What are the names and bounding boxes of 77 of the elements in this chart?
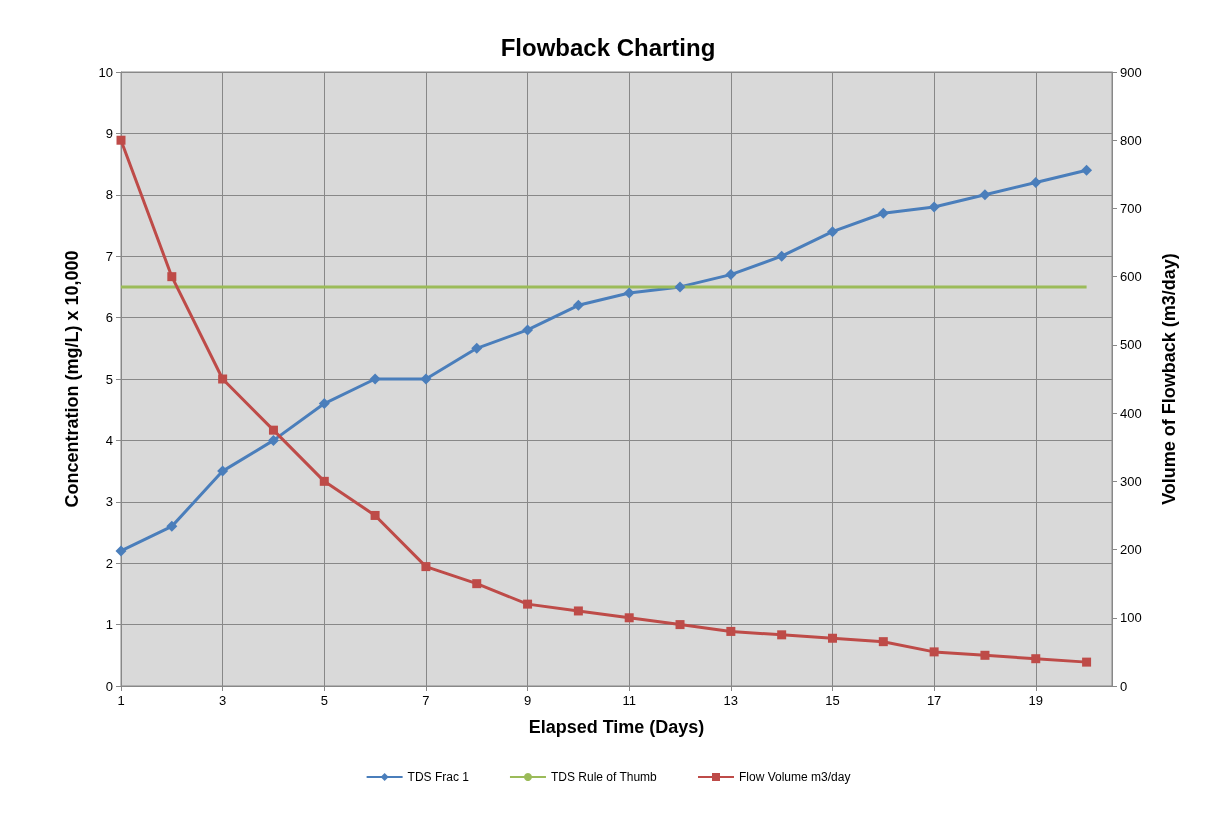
y-tick-label: 10 xyxy=(98,64,113,80)
point xyxy=(980,650,990,660)
point xyxy=(268,425,278,435)
x-axis-title: Elapsed Time (Days) xyxy=(528,717,705,737)
y-tick-label: 4 xyxy=(105,432,113,448)
y2-axis-title: Volume of Flowback (m3/day) xyxy=(1159,253,1179,505)
y-tick-label: 3 xyxy=(105,494,113,510)
point xyxy=(623,287,635,299)
y-tick-label: 5 xyxy=(105,371,113,387)
x-tick-label: 3 xyxy=(219,693,227,708)
x-tick-label: 7 xyxy=(422,693,430,708)
point xyxy=(523,599,533,609)
point xyxy=(573,606,583,616)
x-tick-label: 1 xyxy=(117,693,125,708)
y-tick-label: 1 xyxy=(105,617,113,633)
y2-tick-label: 900 xyxy=(1120,64,1142,80)
x-tick-label: 11 xyxy=(622,693,636,708)
point xyxy=(318,398,330,410)
point xyxy=(572,299,584,311)
point xyxy=(726,626,736,636)
point xyxy=(167,272,177,282)
y-tick-label: 7 xyxy=(105,248,113,264)
y2-tick-label: 0 xyxy=(1120,678,1128,694)
point xyxy=(1082,657,1092,667)
point xyxy=(472,579,482,589)
point xyxy=(878,637,888,647)
point xyxy=(877,207,889,219)
y2-tick-label: 800 xyxy=(1120,132,1142,148)
point xyxy=(115,545,127,557)
legend-label: TDS Rule of Thumb xyxy=(550,770,658,784)
point xyxy=(624,613,634,623)
x-tick-label: 5 xyxy=(320,693,328,708)
point xyxy=(420,373,432,385)
point xyxy=(929,647,939,657)
point xyxy=(725,269,737,281)
point xyxy=(1030,177,1042,189)
point xyxy=(776,250,788,262)
y2-tick-label: 500 xyxy=(1120,337,1142,353)
y2-tick-label: 300 xyxy=(1120,473,1142,489)
x-tick-label: 17 xyxy=(926,693,942,708)
point xyxy=(674,281,686,293)
point xyxy=(217,465,229,477)
point xyxy=(928,201,940,213)
point xyxy=(166,520,178,532)
point xyxy=(370,510,380,520)
chart-title: Flowback Charting xyxy=(500,33,716,61)
y2-tick-label: 400 xyxy=(1120,405,1142,421)
x-tick-label: 9 xyxy=(523,693,532,708)
y2-tick-label: 100 xyxy=(1120,610,1142,626)
point xyxy=(522,324,534,336)
point xyxy=(421,562,431,572)
point xyxy=(218,374,228,384)
x-tick-label: 15 xyxy=(825,693,840,708)
y2-tick-label: 200 xyxy=(1120,542,1142,558)
legend-label: TDS Frac 1 xyxy=(407,770,470,784)
y-tick-label: 0 xyxy=(105,678,113,694)
point xyxy=(369,373,381,385)
point xyxy=(827,633,837,643)
point xyxy=(267,434,279,446)
point xyxy=(471,342,483,354)
y-tick-label: 2 xyxy=(105,555,113,571)
x-tick-label: 13 xyxy=(723,693,739,708)
point xyxy=(979,189,991,201)
point xyxy=(1081,164,1093,176)
y-axis-title: Concentration (mg/L) x 10,000 xyxy=(62,250,82,508)
point xyxy=(1031,654,1041,664)
point xyxy=(675,620,685,630)
point xyxy=(319,476,329,486)
point xyxy=(826,226,838,238)
y2-tick-label: 600 xyxy=(1120,269,1142,285)
y-tick-label: 9 xyxy=(105,125,113,141)
legend-label: Flow Volume m3/day xyxy=(739,770,851,784)
point xyxy=(777,630,787,640)
y2-tick-label: 700 xyxy=(1120,200,1142,216)
y-tick-label: 8 xyxy=(105,187,113,203)
x-tick-label: 19 xyxy=(1028,693,1043,708)
y-tick-label: 6 xyxy=(105,310,113,326)
